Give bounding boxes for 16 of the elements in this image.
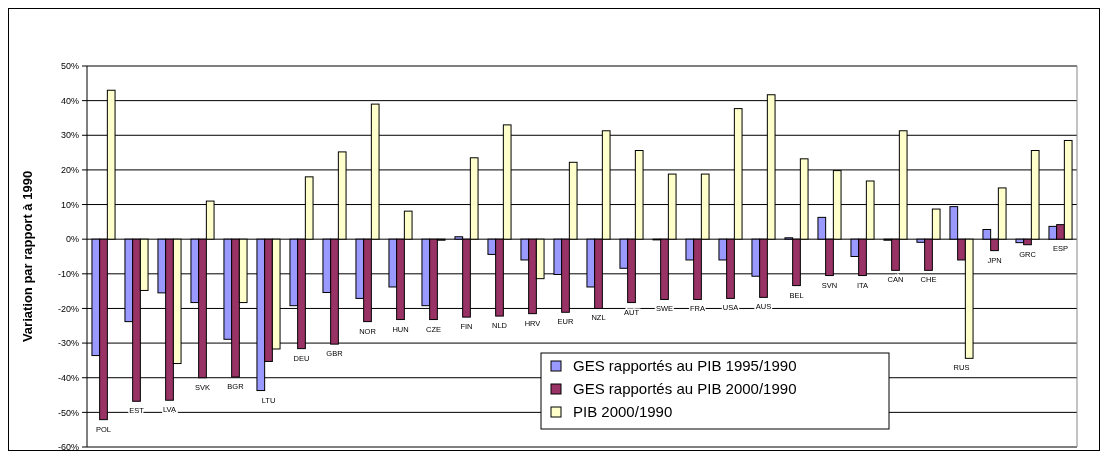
y-tick-label: -20% xyxy=(57,303,79,314)
y-tick-label: 0% xyxy=(65,234,79,245)
y-tick-label: -30% xyxy=(57,338,79,349)
y-tick-label: 30% xyxy=(60,130,79,141)
y-tick-label: 50% xyxy=(60,61,79,72)
legend-label: PIB 2000/1990 xyxy=(573,403,673,421)
y-tick-label: 40% xyxy=(60,95,79,106)
y-tick-label: 20% xyxy=(60,165,79,176)
y-tick-label: 10% xyxy=(60,199,79,210)
y-axis-title: Variation par rapport à 1990 xyxy=(20,170,35,343)
legend-label: GES rapportés au PIB 2000/1990 xyxy=(573,380,797,398)
y-tick-label: -50% xyxy=(57,407,79,418)
y-tick-label: -40% xyxy=(57,372,79,383)
y-tick-label: -10% xyxy=(57,268,79,279)
y-tick-label: -60% xyxy=(57,442,79,453)
legend-label: GES rapportés au PIB 1995/1990 xyxy=(573,357,797,375)
